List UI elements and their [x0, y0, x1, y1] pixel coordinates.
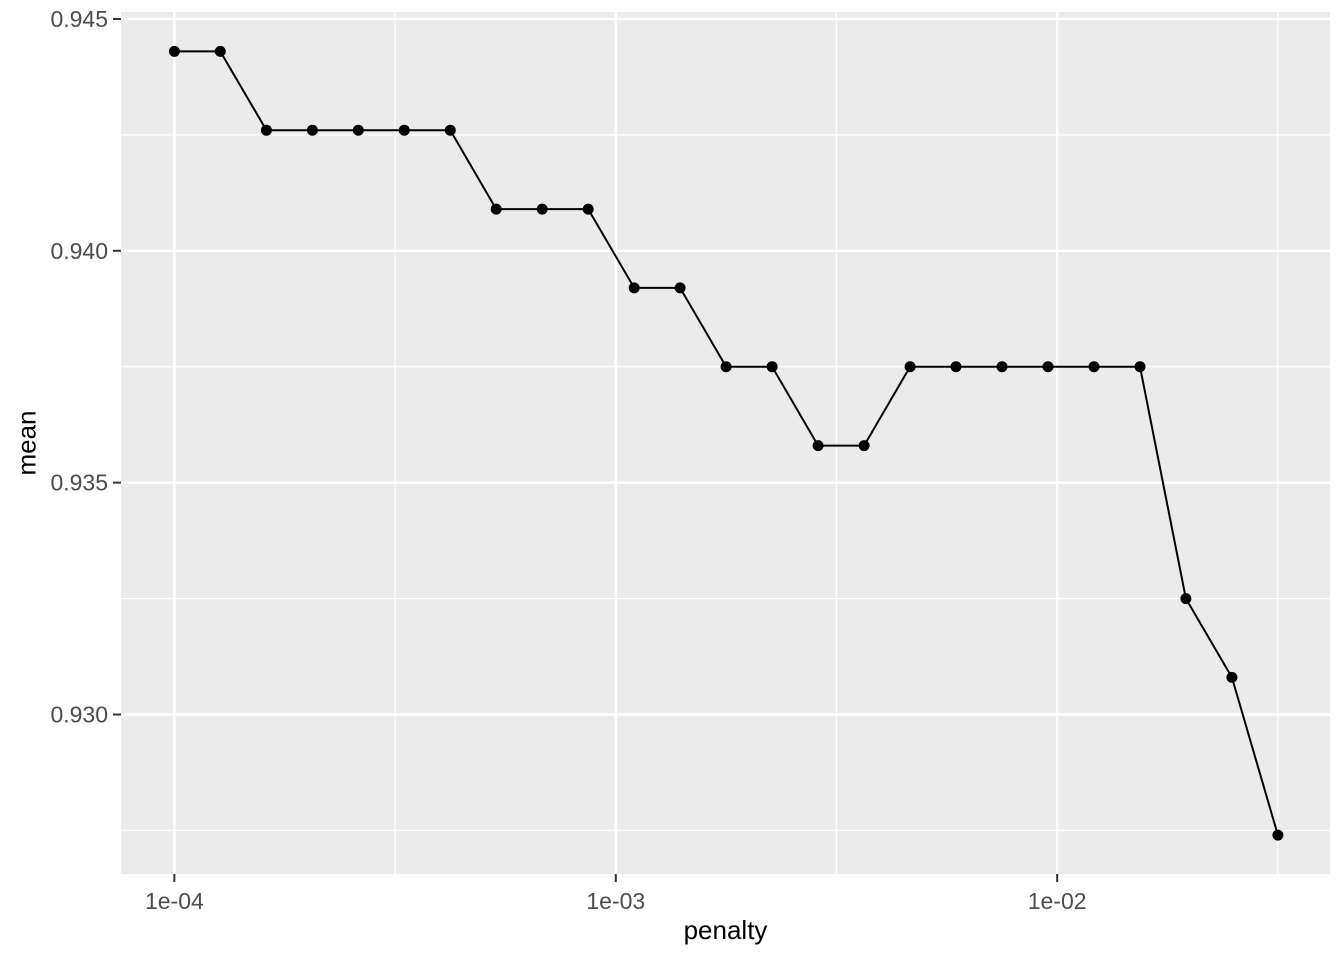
data-point: [1042, 361, 1054, 373]
data-point: [628, 282, 640, 294]
data-point: [1272, 829, 1284, 841]
data-point: [536, 203, 548, 215]
data-point: [812, 440, 824, 452]
data-point: [352, 124, 364, 136]
data-point: [490, 203, 502, 215]
data-point: [260, 124, 272, 136]
data-point: [950, 361, 962, 373]
data-point: [674, 282, 686, 294]
x-tick-label: 1e-04: [145, 888, 204, 914]
data-point: [1088, 361, 1100, 373]
data-point: [996, 361, 1008, 373]
y-tick-label: 0.945: [50, 6, 108, 32]
data-point: [720, 361, 732, 373]
data-point: [168, 45, 180, 57]
data-point: [904, 361, 916, 373]
data-point: [1134, 361, 1146, 373]
data-point: [858, 440, 870, 452]
data-point: [398, 124, 410, 136]
x-tick-label: 1e-02: [1028, 888, 1087, 914]
y-tick-label: 0.930: [50, 701, 108, 727]
data-point: [1226, 671, 1238, 683]
data-point: [306, 124, 318, 136]
x-tick-label: 1e-03: [586, 888, 645, 914]
y-axis-title: mean: [11, 410, 42, 476]
data-point: [766, 361, 778, 373]
data-point: [1180, 593, 1192, 605]
data-point: [214, 45, 226, 57]
data-point: [444, 124, 456, 136]
data-point: [582, 203, 594, 215]
panel-background: [121, 12, 1330, 874]
y-tick-label: 0.935: [50, 470, 108, 496]
x-axis-title: penalty: [683, 915, 768, 945]
y-tick-label: 0.940: [50, 238, 108, 264]
